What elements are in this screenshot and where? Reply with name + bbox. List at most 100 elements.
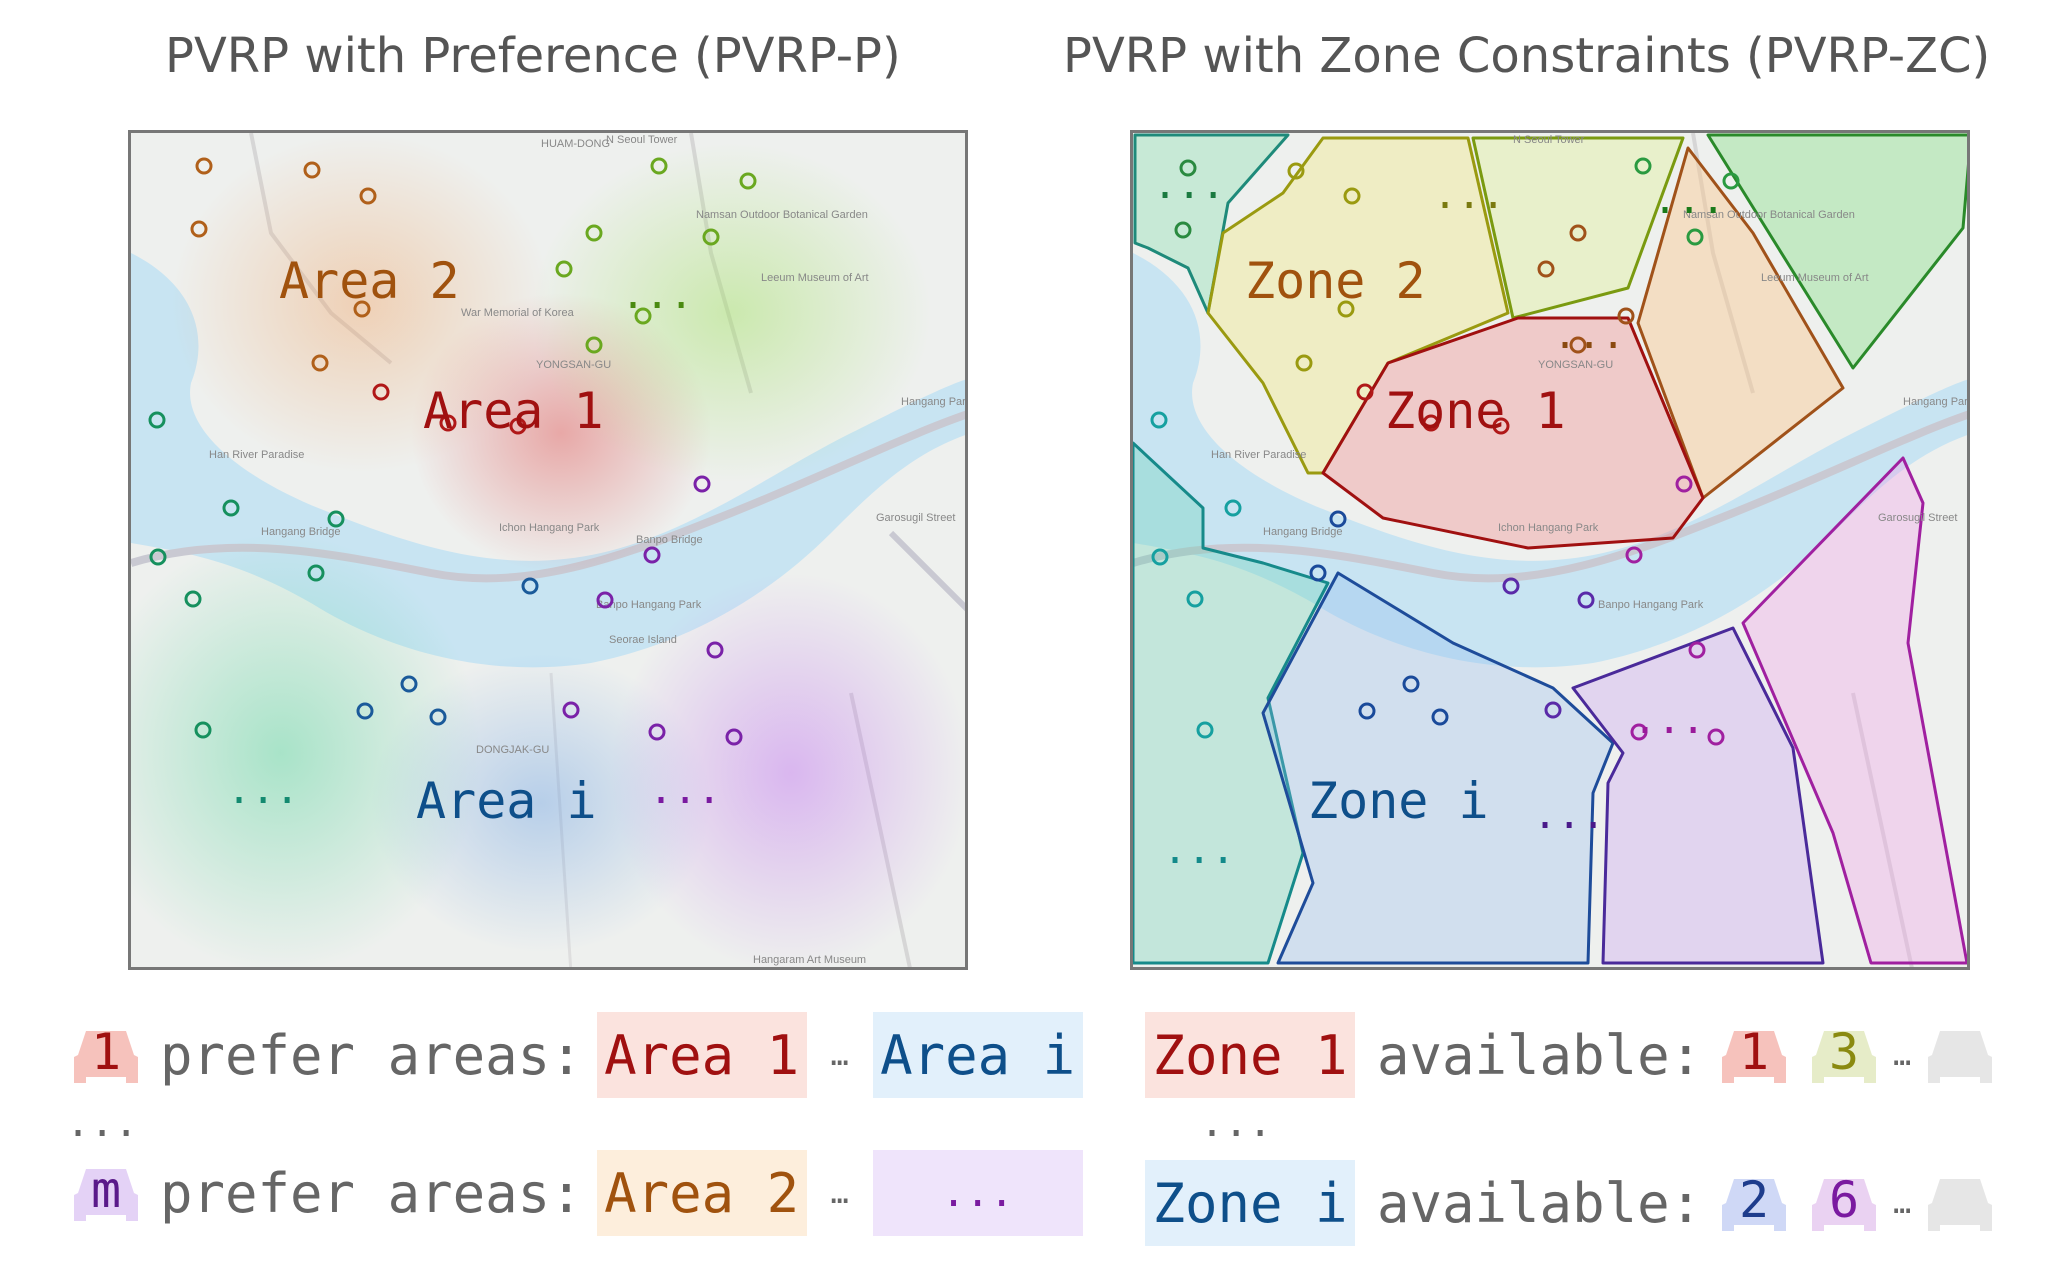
zonei-point — [1309, 564, 1327, 582]
areai-point — [356, 702, 374, 720]
right-map-panel: N Seoul Tower Namsan Outdoor Botanical G… — [1130, 130, 1970, 970]
teal-point — [149, 548, 167, 566]
left-legend-row-2: m prefer areas: Area 2 … ... — [68, 1150, 1083, 1236]
zone-purple-a — [1571, 626, 1825, 965]
orange-point — [1537, 260, 1555, 278]
purple-point — [706, 641, 724, 659]
teal-point — [222, 499, 240, 517]
map-label-leeum: Leeum Museum of Art — [761, 272, 869, 284]
green-top-point — [1634, 157, 1652, 175]
car-number: 1 — [1739, 1023, 1770, 1081]
map-label-huam: HUAM-DONG — [541, 138, 610, 150]
area1-label: Area 1 — [423, 382, 604, 440]
teal-bottom-point — [1150, 411, 1168, 429]
vehicle-car-icon-gray — [1922, 1165, 1998, 1241]
area1-point — [509, 417, 527, 435]
map-label-banpo-hangang-park: Banpo Hangang Park — [596, 599, 702, 611]
map-label-banpo-bridge: Banpo Bridge — [636, 534, 703, 546]
vehicle-car-icon: 3 — [1806, 1017, 1882, 1093]
map-label-ichon-park-r: Ichon Hangang Park — [1498, 522, 1599, 534]
areai-label: Area i — [416, 772, 597, 830]
teal-point — [194, 721, 212, 739]
left-panel-title: PVRP with Preference (PVRP-P) — [165, 28, 901, 84]
map-label-hangang-park-r: Hangang Park — [1903, 396, 1970, 408]
orange-point — [1569, 336, 1587, 354]
teal-point — [184, 590, 202, 608]
car-number: 6 — [1829, 1171, 1860, 1229]
zone1-point — [1356, 383, 1374, 401]
zone-green-top — [1706, 133, 1967, 370]
area2-point — [195, 157, 213, 175]
teal-point — [307, 564, 325, 582]
purple-b-point — [1675, 475, 1693, 493]
area2-point — [311, 354, 329, 372]
teal-dots: ... — [227, 767, 299, 813]
zone-dots-a: ... — [1153, 162, 1225, 208]
areai-point — [521, 577, 539, 595]
teal-bottom-point — [1196, 721, 1214, 739]
teal-point — [148, 411, 166, 429]
area2-label: Area 2 — [279, 252, 460, 310]
purple-b-point — [1630, 723, 1648, 741]
right-legend-row-1: Zone 1 available: 1 3 … — [1145, 1012, 1998, 1098]
map-label-seorae-island: Seorae Island — [609, 634, 677, 646]
purple-point — [562, 701, 580, 719]
left-map-panel: N Seoul Tower Namsan Outdoor Botanical G… — [128, 130, 968, 970]
zone1-chip: Zone 1 — [1145, 1012, 1355, 1098]
zone2-point — [1287, 162, 1305, 180]
legend-left-ellipsis: ... — [66, 1100, 139, 1146]
more-areas-chip: ... — [872, 1150, 1083, 1236]
area1-chip: Area 1 — [596, 1012, 807, 1098]
right-legend-row-2: Zone i available: 2 6 … — [1145, 1160, 1998, 1246]
green-point — [585, 336, 603, 354]
zone1-point — [1492, 417, 1510, 435]
purple-b-point — [1707, 728, 1725, 746]
separator: … — [1893, 1185, 1912, 1221]
separator: … — [830, 1037, 849, 1073]
separator: … — [1893, 1037, 1912, 1073]
teal-point — [327, 510, 345, 528]
right-panel-title: PVRP with Zone Constraints (PVRP-ZC) — [1063, 28, 1991, 84]
zonei-point — [1402, 675, 1420, 693]
vehicle-car-icon: 1 — [68, 1017, 144, 1093]
orange-point — [1569, 224, 1587, 242]
map-label-hangang-park: Hangang Park — [901, 396, 968, 408]
orange-point — [1617, 307, 1635, 325]
left-map-svg: N Seoul Tower Namsan Outdoor Botanical G… — [131, 133, 968, 967]
green-point — [634, 307, 652, 325]
vehicle-car-icon: 2 — [1716, 1165, 1792, 1241]
zonei-chip: Zone i — [1145, 1160, 1355, 1246]
zone-dots-e: ... — [1163, 827, 1235, 873]
zone-dots-c: ... — [1553, 312, 1625, 358]
zone2-point — [1343, 187, 1361, 205]
purple-point — [648, 723, 666, 741]
zone2-label: Zone 2 — [1245, 252, 1426, 310]
green-point — [702, 228, 720, 246]
area2-point — [190, 220, 208, 238]
map-label-hangang-bridge: Hangang Bridge — [261, 526, 341, 538]
legend-right-ellipsis: ... — [1200, 1100, 1273, 1146]
map-label-war-memorial: War Memorial of Korea — [461, 307, 575, 319]
map-label-hangaram: Hangaram Art Museum — [753, 954, 866, 966]
right-map-svg: N Seoul Tower Namsan Outdoor Botanical G… — [1133, 133, 1970, 967]
map-label-hangang-bridge-r: Hangang Bridge — [1263, 526, 1343, 538]
map-label-banpo-hangang-park-r: Banpo Hangang Park — [1598, 599, 1704, 611]
car-number: m — [90, 1161, 122, 1219]
teal-top-point — [1174, 221, 1192, 239]
map-label-garosugil: Garosugil Street — [876, 512, 955, 524]
green-point — [739, 172, 757, 190]
map-label-seoul-tower: N Seoul Tower — [606, 134, 678, 146]
green-dots: ... — [621, 272, 693, 318]
map-label-han-river-paradise-r: Han River Paradise — [1211, 449, 1306, 461]
map-label-seoul-tower-r: N Seoul Tower — [1513, 134, 1585, 146]
zone-dots-b: ... — [1433, 172, 1505, 218]
purple-a-point — [1544, 701, 1562, 719]
map-label-botanical-r: Namsan Outdoor Botanical Garden — [1683, 209, 1855, 221]
green-top-point — [1686, 228, 1704, 246]
prefer-areas-text: prefer areas: — [160, 1023, 583, 1087]
available-text: available: — [1377, 1023, 1703, 1087]
area2-point — [359, 187, 377, 205]
zonei-point — [1329, 510, 1347, 528]
zone-teal-top — [1133, 133, 1290, 315]
area2-point — [303, 161, 321, 179]
